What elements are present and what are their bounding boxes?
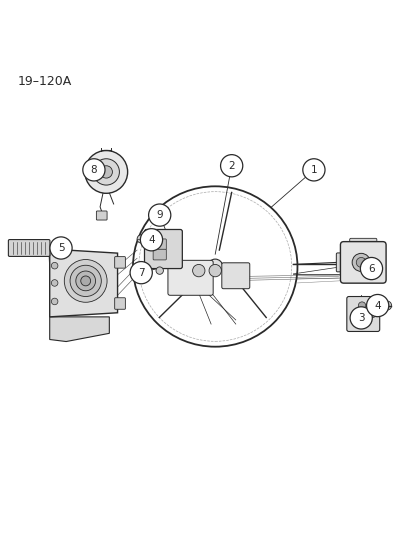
Circle shape <box>148 204 171 226</box>
Text: 1: 1 <box>310 165 316 175</box>
FancyBboxPatch shape <box>96 211 107 220</box>
FancyBboxPatch shape <box>346 296 379 332</box>
FancyBboxPatch shape <box>339 241 385 283</box>
Circle shape <box>207 259 222 274</box>
FancyBboxPatch shape <box>153 249 166 260</box>
Circle shape <box>382 301 391 310</box>
FancyBboxPatch shape <box>8 239 50 256</box>
Circle shape <box>209 264 221 277</box>
Text: 5: 5 <box>57 243 64 253</box>
Text: 2: 2 <box>228 161 235 171</box>
FancyBboxPatch shape <box>144 230 182 269</box>
Text: 7: 7 <box>138 268 144 278</box>
Circle shape <box>51 262 58 269</box>
Text: 6: 6 <box>367 263 374 273</box>
Circle shape <box>366 294 388 317</box>
Circle shape <box>51 298 58 305</box>
Text: 8: 8 <box>90 165 97 175</box>
Circle shape <box>137 235 145 243</box>
Circle shape <box>356 257 365 268</box>
Text: 19–120A: 19–120A <box>18 75 72 88</box>
FancyBboxPatch shape <box>349 238 376 248</box>
Circle shape <box>349 307 371 329</box>
Circle shape <box>70 265 101 296</box>
Circle shape <box>359 257 382 280</box>
FancyBboxPatch shape <box>168 260 213 295</box>
Polygon shape <box>50 249 117 317</box>
FancyBboxPatch shape <box>114 256 125 268</box>
Text: 3: 3 <box>357 313 363 323</box>
Circle shape <box>368 310 375 318</box>
Circle shape <box>93 159 119 185</box>
FancyBboxPatch shape <box>335 253 345 272</box>
Circle shape <box>351 253 369 271</box>
Circle shape <box>100 166 112 178</box>
Text: 4: 4 <box>148 235 154 245</box>
Circle shape <box>83 159 105 181</box>
Circle shape <box>156 267 163 274</box>
FancyBboxPatch shape <box>221 263 249 289</box>
Circle shape <box>358 302 365 309</box>
Circle shape <box>302 159 324 181</box>
FancyBboxPatch shape <box>153 239 166 249</box>
Circle shape <box>192 264 204 277</box>
FancyBboxPatch shape <box>114 298 125 309</box>
Text: 4: 4 <box>373 301 380 311</box>
Circle shape <box>64 260 107 302</box>
Circle shape <box>140 229 162 251</box>
Circle shape <box>81 276 90 286</box>
Polygon shape <box>50 317 109 342</box>
Circle shape <box>76 271 95 291</box>
Circle shape <box>51 280 58 286</box>
Circle shape <box>85 150 127 193</box>
Circle shape <box>130 262 152 284</box>
Text: 9: 9 <box>156 210 163 220</box>
Circle shape <box>50 237 72 259</box>
Circle shape <box>220 155 242 177</box>
